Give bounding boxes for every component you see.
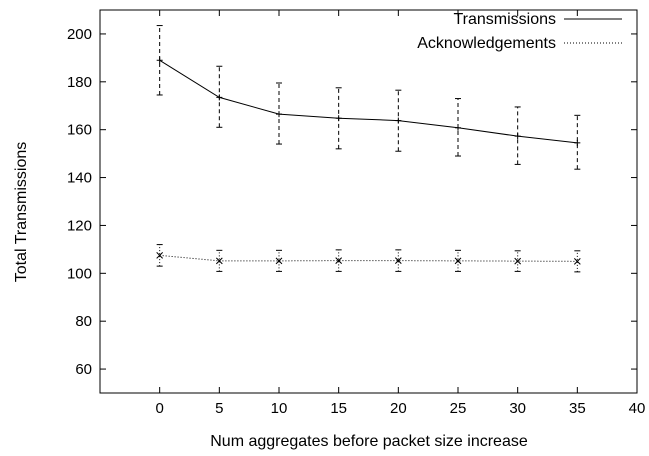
data-point <box>514 257 522 265</box>
data-point <box>335 115 342 122</box>
series-acknowledgements <box>156 244 581 273</box>
legend-label: Acknowledgements <box>417 35 556 52</box>
x-tick-label: 10 <box>271 400 288 417</box>
data-point <box>156 57 163 64</box>
plot-border <box>99 9 638 394</box>
axis-ticks: 0 5 10 15 20 25 30 35 40 60 80 100 120 140 160 180 200 <box>67 10 645 417</box>
data-point <box>574 139 581 146</box>
data-point <box>454 257 462 265</box>
y-tick-label: 100 <box>67 265 92 282</box>
data-point <box>156 252 164 259</box>
legend-label: Transmissions <box>453 11 556 28</box>
y-tick-label: 180 <box>67 74 92 91</box>
x-tick-label: 25 <box>450 400 467 417</box>
plot-frame <box>99 9 638 394</box>
y-tick-label: 160 <box>67 122 92 139</box>
marker-d2 <box>215 257 223 265</box>
data-point <box>335 257 343 264</box>
marker-d2 <box>275 257 283 265</box>
data-point <box>514 133 521 140</box>
y-tick-label: 80 <box>75 313 92 330</box>
marker-d2 <box>454 257 462 265</box>
x-tick-label: 15 <box>330 400 347 417</box>
y-tick-label: 60 <box>75 361 92 378</box>
data-point <box>394 257 402 264</box>
marker-d2 <box>335 257 343 264</box>
data-point <box>275 257 283 265</box>
x-tick-label: 20 <box>390 400 407 417</box>
x-tick-label: 40 <box>629 400 646 417</box>
x-axis-label: Num aggregates before packet size increa… <box>210 433 528 450</box>
marker-d2 <box>514 257 522 265</box>
marker-d2 <box>156 252 164 259</box>
data-point <box>455 124 461 131</box>
x-tick-label: 30 <box>509 400 526 417</box>
data-point <box>276 111 282 118</box>
y-tick-label: 200 <box>67 26 92 43</box>
series-layer <box>156 25 581 273</box>
data-point <box>573 257 581 265</box>
y-tick-label: 140 <box>67 170 92 187</box>
x-tick-label: 35 <box>569 400 586 417</box>
data-point <box>395 117 402 124</box>
data-point <box>215 257 223 265</box>
series-line <box>159 254 578 262</box>
marker-d2 <box>573 257 581 265</box>
y-tick-label: 120 <box>67 217 92 234</box>
y-axis-label: Total Transmissions <box>13 142 30 283</box>
series-transmissions <box>156 25 581 170</box>
data-point <box>216 94 223 101</box>
x-tick-label: 0 <box>155 400 163 417</box>
x-tick-label: 5 <box>215 400 223 417</box>
legend: Transmissions Acknowledgements <box>417 11 622 52</box>
series-line <box>159 59 578 144</box>
marker-d2 <box>394 257 402 264</box>
